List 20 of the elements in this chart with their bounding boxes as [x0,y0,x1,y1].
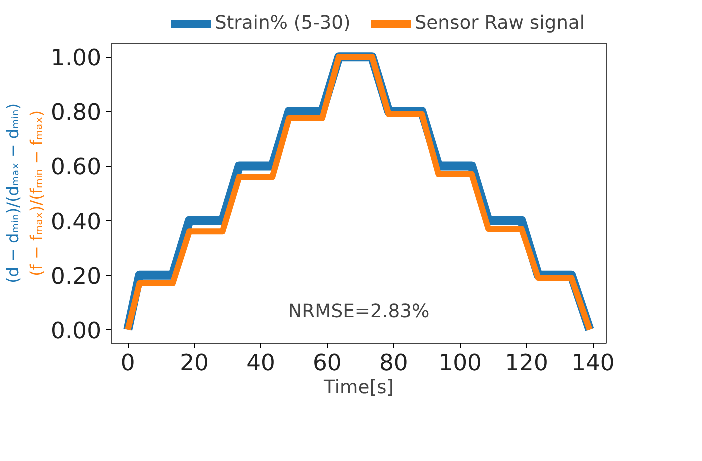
y-tick-label: 1.00 [51,46,102,72]
x-tick-label: 120 [505,350,548,376]
y-tick-label: 0.00 [51,318,102,344]
y-tick-label: 0.20 [51,264,102,290]
x-tick-label: 60 [313,350,342,376]
legend-label: Strain% (5-30) [215,13,351,34]
annotation: NRMSE=2.83% [288,302,430,322]
legend-label: Sensor Raw signal [414,13,586,34]
y-tick-label: 0.80 [51,100,102,126]
y-tick-label: 0.40 [51,209,102,236]
x-tick-label: 140 [572,350,615,376]
text: (d − dₘᵢₙ)/(dₘₐₓ − dₘᵢₙ) [4,104,22,284]
x-tick-label: 40 [246,350,276,376]
x-tick-label: 100 [438,350,482,376]
x-tick-label: 80 [379,350,408,376]
text: (f − fₘₐₓ)/(fₘᵢₙ − fₘₐₓ) [27,110,46,276]
x-tick-label: 0 [120,350,136,376]
y-tick-label: 0.60 [51,154,102,181]
x-axis-title: Time[s] [323,378,394,398]
x-tick-label: 20 [180,350,209,376]
